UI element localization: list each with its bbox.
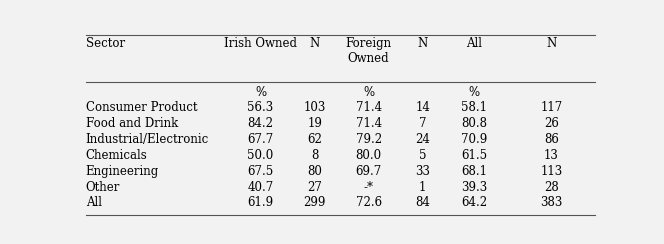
Text: %: %	[255, 86, 266, 99]
Text: 1: 1	[419, 181, 426, 193]
Text: 39.3: 39.3	[461, 181, 487, 193]
Text: 62: 62	[307, 133, 322, 146]
Text: 383: 383	[540, 196, 562, 210]
Text: 69.7: 69.7	[355, 164, 382, 178]
Text: 71.4: 71.4	[355, 101, 382, 114]
Text: 64.2: 64.2	[461, 196, 487, 210]
Text: 61.5: 61.5	[461, 149, 487, 162]
Text: N: N	[309, 37, 319, 50]
Text: 28: 28	[544, 181, 558, 193]
Text: 27: 27	[307, 181, 322, 193]
Text: 84.2: 84.2	[248, 117, 274, 130]
Text: 67.5: 67.5	[248, 164, 274, 178]
Text: N: N	[418, 37, 428, 50]
Text: 80: 80	[307, 164, 322, 178]
Text: 113: 113	[540, 164, 562, 178]
Text: 70.9: 70.9	[461, 133, 487, 146]
Text: 8: 8	[311, 149, 318, 162]
Text: Industrial/Electronic: Industrial/Electronic	[86, 133, 208, 146]
Text: 40.7: 40.7	[248, 181, 274, 193]
Text: 80.0: 80.0	[355, 149, 382, 162]
Text: 71.4: 71.4	[355, 117, 382, 130]
Text: 26: 26	[544, 117, 558, 130]
Text: 103: 103	[303, 101, 326, 114]
Text: 7: 7	[419, 117, 426, 130]
Text: %: %	[363, 86, 374, 99]
Text: 13: 13	[544, 149, 558, 162]
Text: Foreign
Owned: Foreign Owned	[345, 37, 392, 65]
Text: 86: 86	[544, 133, 558, 146]
Text: 50.0: 50.0	[248, 149, 274, 162]
Text: Consumer Product: Consumer Product	[86, 101, 197, 114]
Text: -*: -*	[364, 181, 374, 193]
Text: 67.7: 67.7	[248, 133, 274, 146]
Text: N: N	[546, 37, 556, 50]
Text: 117: 117	[540, 101, 562, 114]
Text: 72.6: 72.6	[355, 196, 382, 210]
Text: Chemicals: Chemicals	[86, 149, 147, 162]
Text: 58.1: 58.1	[461, 101, 487, 114]
Text: All: All	[86, 196, 102, 210]
Text: 84: 84	[415, 196, 430, 210]
Text: 61.9: 61.9	[248, 196, 274, 210]
Text: Sector: Sector	[86, 37, 125, 50]
Text: Engineering: Engineering	[86, 164, 159, 178]
Text: 56.3: 56.3	[248, 101, 274, 114]
Text: Irish Owned: Irish Owned	[224, 37, 297, 50]
Text: 33: 33	[415, 164, 430, 178]
Text: Other: Other	[86, 181, 120, 193]
Text: 5: 5	[419, 149, 426, 162]
Text: 80.8: 80.8	[461, 117, 487, 130]
Text: 14: 14	[415, 101, 430, 114]
Text: Food and Drink: Food and Drink	[86, 117, 178, 130]
Text: All: All	[466, 37, 482, 50]
Text: 79.2: 79.2	[355, 133, 382, 146]
Text: 24: 24	[415, 133, 430, 146]
Text: 19: 19	[307, 117, 322, 130]
Text: 68.1: 68.1	[461, 164, 487, 178]
Text: 299: 299	[303, 196, 326, 210]
Text: %: %	[469, 86, 479, 99]
